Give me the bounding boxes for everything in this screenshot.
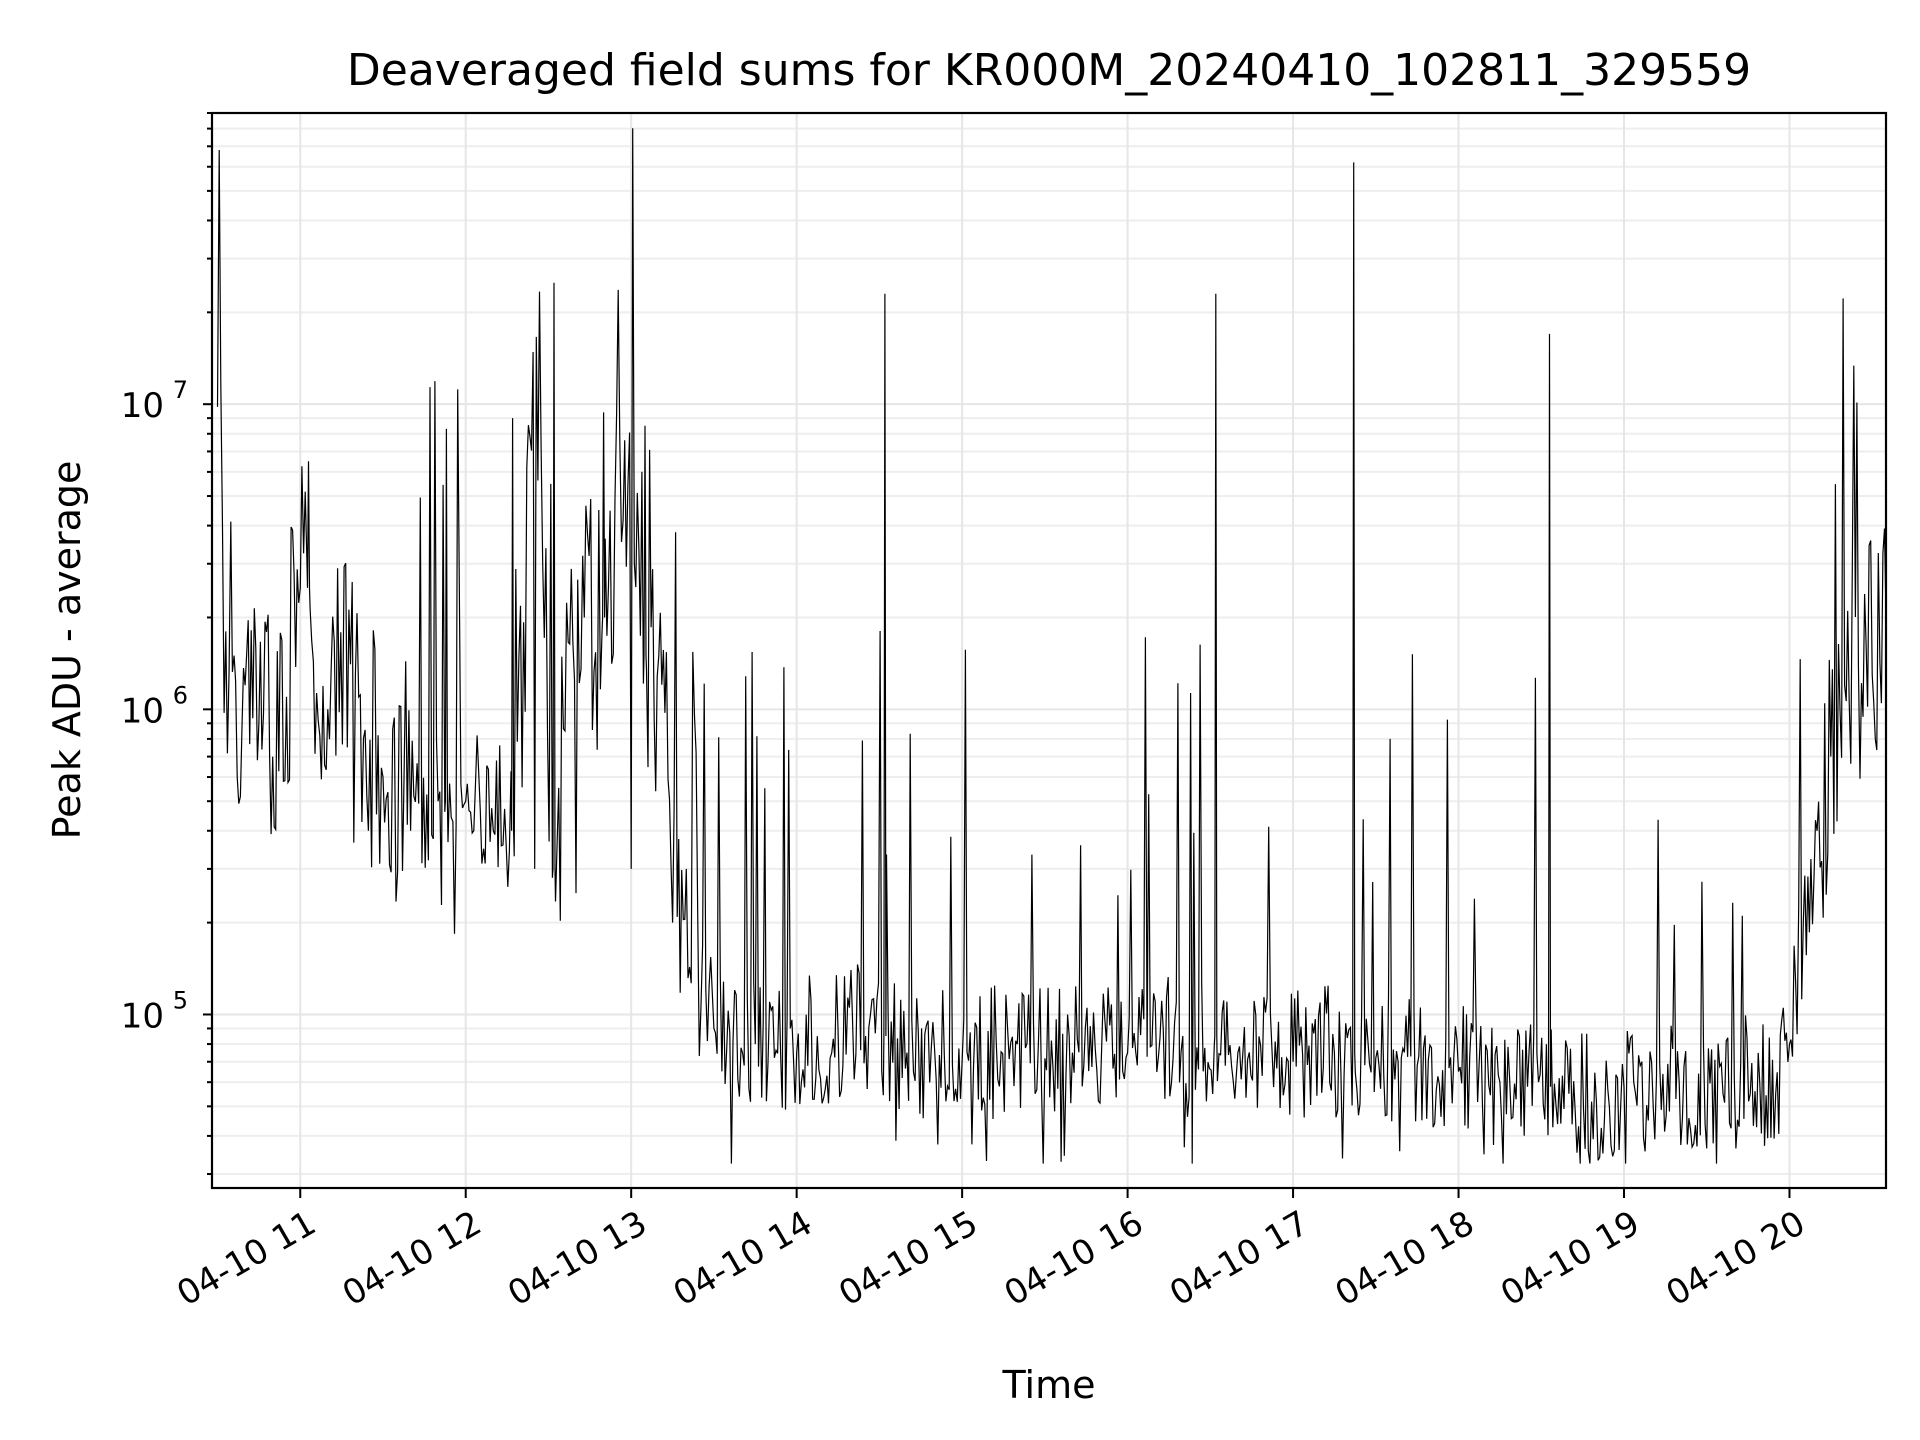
grid — [212, 112, 1886, 1188]
y-tick-label-base: 10 — [121, 691, 164, 731]
y-tick-label-exponent: 6 — [173, 681, 188, 709]
series-line-0 — [216, 128, 1887, 1164]
y-axis-label: Peak ADU - average — [45, 461, 89, 840]
y-tick-label-exponent: 7 — [173, 376, 188, 404]
y-tick-label-exponent: 5 — [173, 986, 188, 1014]
x-axis-label: Time — [1002, 1363, 1096, 1407]
series-layer — [216, 128, 1887, 1164]
chart-title: Deaveraged field sums for KR000M_2024041… — [347, 45, 1751, 96]
plot-frame — [210, 111, 1888, 1190]
y-tick-label: 10 — [121, 386, 164, 426]
y-tick-label: 10 — [121, 691, 164, 731]
y-tick-label-base: 10 — [121, 996, 164, 1036]
y-tick-label: 10 — [121, 996, 164, 1036]
y-tick-label-base: 10 — [121, 386, 164, 426]
